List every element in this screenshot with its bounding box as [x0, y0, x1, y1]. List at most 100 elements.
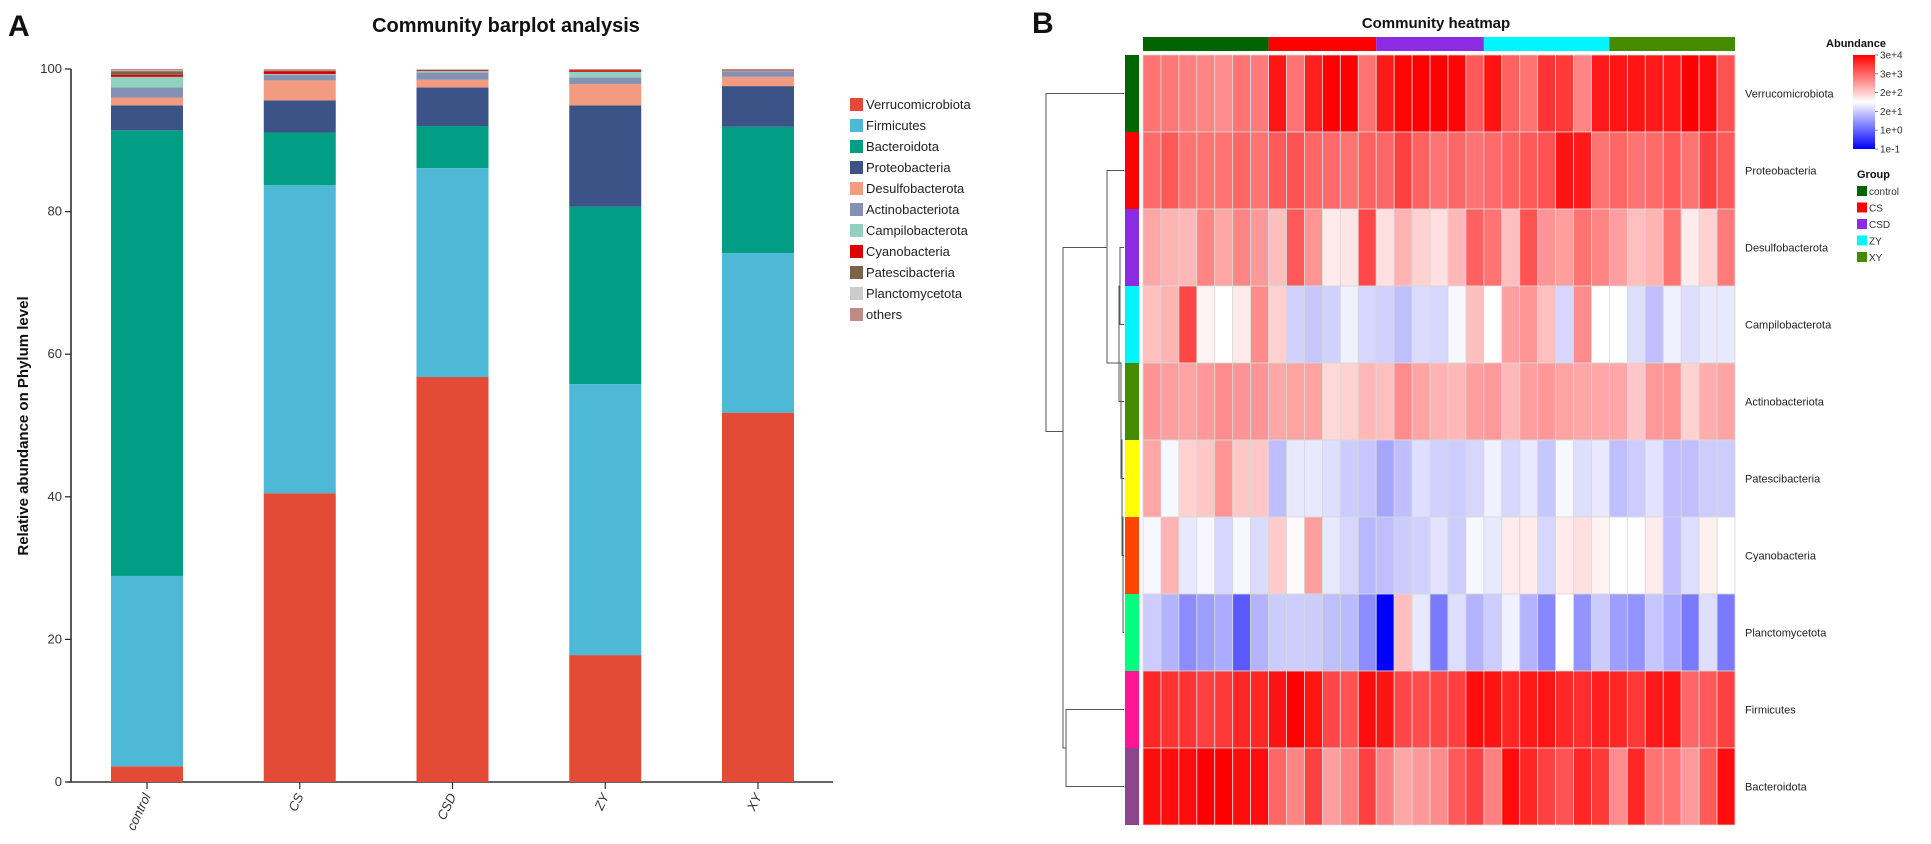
heatmap-cell: [1357, 439, 1377, 518]
heatmap-cell: [1286, 516, 1305, 595]
row-color-planctomycetota: [1125, 594, 1139, 671]
bar-segment-control-verrucomicrobiota: [111, 766, 183, 782]
heatmap-cell: [1375, 208, 1395, 287]
heatmap-cell: [1483, 439, 1503, 518]
heatmap-cell: [1142, 670, 1162, 749]
row-label-planctomycetota: Planctomycetota: [1745, 628, 1827, 640]
heatmap-cell: [1142, 54, 1162, 133]
heatmap-cell: [1178, 593, 1198, 672]
heatmap-cell: [1232, 439, 1252, 518]
bar-segment-XY-actinobacteriota: [722, 71, 794, 77]
heatmap-cell: [1196, 54, 1216, 133]
heatmap-cell: [1519, 670, 1539, 749]
heatmap-cell: [1286, 439, 1305, 518]
heatmap-cell: [1429, 285, 1449, 364]
heatmap-cell: [1268, 285, 1287, 364]
legend-swatch-verrucomicrobiota: [850, 98, 863, 111]
heatmap-cell: [1393, 131, 1413, 210]
legend-label-patescibacteria: Patescibacteria: [866, 265, 956, 280]
bar-segment-ZY-others: [569, 69, 642, 70]
heatmap-cell: [1501, 670, 1521, 749]
heatmap-cell: [1304, 131, 1323, 210]
heatmap-cell: [1662, 54, 1682, 133]
group-legend-swatch-cs: [1857, 202, 1867, 213]
heatmap-cell: [1339, 131, 1359, 210]
heatmap-cell: [1286, 747, 1305, 826]
heatmap-cell: [1196, 208, 1216, 287]
heatmap-cell: [1178, 285, 1198, 364]
heatmap-cell: [1393, 439, 1413, 518]
legend-label-firmicutes: Firmicutes: [866, 118, 926, 133]
heatmap-cell: [1573, 593, 1592, 672]
dendrogram-branch: [1045, 93, 1124, 432]
heatmap-cell: [1250, 285, 1269, 364]
heatmap-row-dendrogram: [1045, 93, 1124, 787]
row-label-bacteroidota: Bacteroidota: [1745, 782, 1808, 794]
group-legend-label-control: control: [1869, 187, 1899, 198]
bar-segment-CS-desulfobacterota: [263, 80, 336, 101]
heatmap-cell: [1447, 208, 1467, 287]
bar-segment-CSD-planctomycetota: [416, 69, 489, 70]
heatmap-cell: [1447, 439, 1467, 518]
bar-segment-CS-actinobacteriota: [263, 74, 336, 81]
bar-segment-CS-campilobacterota: [263, 73, 336, 75]
bar-segment-XY-verrucomicrobiota: [722, 412, 794, 782]
heatmap-cell: [1321, 285, 1341, 364]
row-label-proteobacteria: Proteobacteria: [1745, 166, 1817, 178]
heatmap-cell: [1483, 593, 1503, 672]
row-label-firmicutes: Firmicutes: [1745, 705, 1796, 717]
heatmap-cell: [1178, 131, 1198, 210]
heatmap-cell: [1411, 439, 1431, 518]
heatmap-cell: [1519, 285, 1539, 364]
legend-label-others: others: [866, 307, 903, 322]
heatmap-cell: [1250, 131, 1269, 210]
heatmap-cell: [1393, 593, 1413, 672]
heatmap-cell: [1411, 747, 1431, 826]
dendrogram-branch: [1122, 516, 1124, 633]
heatmap-cell: [1393, 362, 1413, 441]
heatmap-cell: [1501, 516, 1521, 595]
heatmap-cell: [1286, 208, 1305, 287]
heatmap-cell: [1573, 131, 1592, 210]
heatmap-cell: [1339, 208, 1359, 287]
bar-segment-control-actinobacteriota: [111, 87, 183, 98]
heatmap-cell: [1250, 54, 1269, 133]
heatmap-cell: [1160, 747, 1180, 826]
heatmap-cell: [1304, 747, 1323, 826]
heatmap-cell: [1555, 54, 1574, 133]
heatmap-cell: [1357, 362, 1377, 441]
bar-segment-control-planctomycetota: [111, 70, 183, 72]
panel-a-label: A: [8, 10, 30, 43]
heatmap-cell: [1573, 516, 1592, 595]
legend-swatch-others: [850, 308, 863, 321]
bar-segment-CSD-actinobacteriota: [416, 72, 489, 80]
x-tick-label-control: control: [124, 790, 155, 833]
bar-segment-XY-firmicutes: [722, 252, 794, 413]
heatmap-cell: [1483, 747, 1503, 826]
heatmap-cell: [1339, 285, 1359, 364]
heatmap-cell: [1573, 208, 1592, 287]
color-scale-tick-label: 3e+4: [1880, 51, 1903, 62]
heatmap-cell: [1321, 516, 1341, 595]
heatmap-cell: [1662, 131, 1682, 210]
heatmap-cell: [1393, 285, 1413, 364]
dendrogram-branch: [1106, 170, 1124, 364]
heatmap-cell: [1268, 747, 1287, 826]
heatmap-cell: [1411, 208, 1431, 287]
heatmap-cell: [1555, 208, 1574, 287]
heatmap-cell: [1555, 439, 1574, 518]
heatmap-cell: [1591, 131, 1610, 210]
heatmap-cell: [1339, 747, 1359, 826]
heatmap-cell: [1609, 747, 1628, 826]
heatmap-cell: [1429, 208, 1449, 287]
heatmap-cell: [1644, 670, 1664, 749]
heatmap-cell: [1465, 285, 1485, 364]
heatmap-cell: [1555, 670, 1574, 749]
bar-segment-CS-cyanobacteria: [263, 71, 336, 74]
heatmap-cell: [1393, 208, 1413, 287]
heatmap-cell: [1537, 208, 1557, 287]
heatmap-cell: [1698, 516, 1718, 595]
heatmap-cell: [1196, 439, 1216, 518]
barplot-bars: [111, 69, 794, 782]
heatmap-cell: [1393, 54, 1413, 133]
